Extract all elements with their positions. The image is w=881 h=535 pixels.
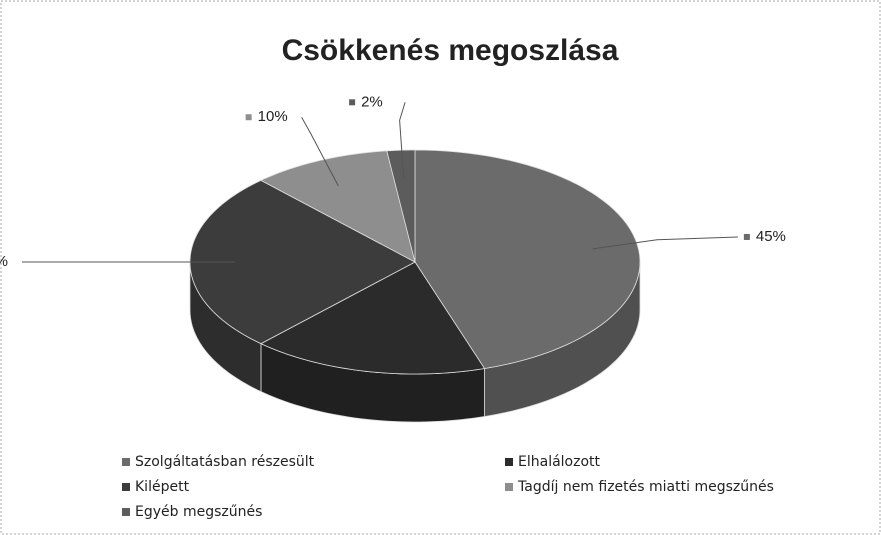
slice — [260, 261, 486, 375]
legend-label: Szolgáltatásban részesült — [135, 454, 315, 470]
legend-swatch — [505, 458, 513, 466]
legend-label: Elhalálozott — [518, 454, 601, 470]
chart-title: Csökkenés megoszlása — [282, 34, 619, 67]
slice — [414, 149, 641, 369]
data-label: 26% — [0, 253, 8, 270]
legend-swatch — [505, 483, 513, 491]
leader-line — [399, 102, 406, 179]
data-label: 10% — [258, 108, 288, 125]
legend-label: Tagdíj nem fizetés miatti megszűnés — [517, 479, 774, 495]
label-marker — [245, 114, 252, 121]
data-label: 2% — [361, 93, 383, 110]
slice — [260, 150, 416, 263]
legend-swatch — [122, 458, 130, 466]
legend-swatch — [122, 483, 130, 491]
label-marker — [743, 233, 750, 240]
legend-swatch — [122, 508, 130, 516]
legend-label: Egyéb megszűnés — [135, 504, 262, 520]
legend-label: Kilépett — [135, 479, 190, 495]
leader-line — [592, 236, 738, 250]
data-label: 45% — [756, 228, 786, 245]
slice — [386, 149, 416, 263]
leader-line — [301, 116, 339, 187]
label-marker — [349, 99, 356, 106]
